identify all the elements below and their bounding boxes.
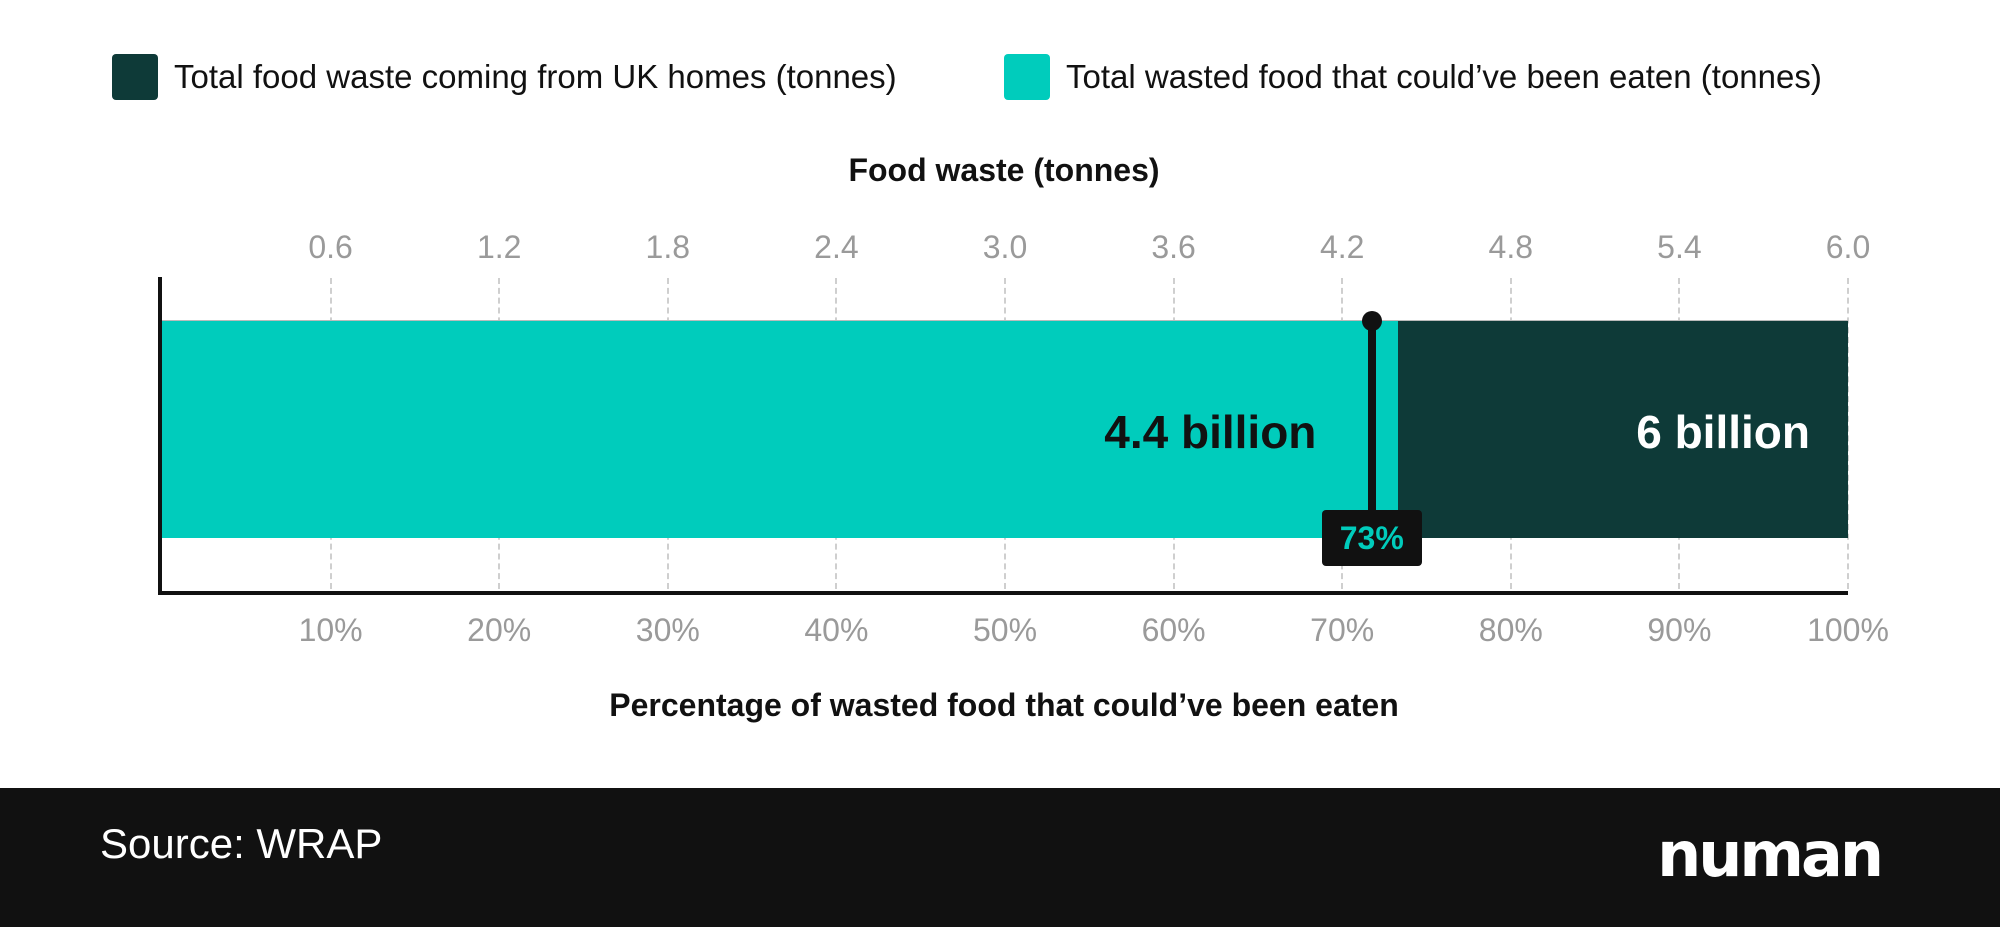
top-tick-label: 4.8: [1488, 229, 1534, 265]
bottom-tick-label: 10%: [298, 612, 363, 648]
bottom-tick-label: 20%: [467, 612, 532, 648]
top-tick-label: 1.2: [476, 229, 522, 265]
footer: Source: WRAP numan: [0, 788, 2000, 927]
bottom-tick-label: 30%: [635, 612, 700, 648]
x-axis-line: [158, 591, 1848, 595]
legend-item-total: Total food waste coming from UK homes (t…: [112, 54, 897, 100]
numan-logo: numan: [1657, 818, 1884, 891]
legend-swatch-teal: [1004, 54, 1050, 100]
bottom-tick-label: 80%: [1478, 612, 1543, 648]
marker-line: [1367, 320, 1376, 520]
y-axis-line: [158, 277, 162, 595]
bottom-tick-label: 90%: [1647, 612, 1712, 648]
legend-item-edible: Total wasted food that could’ve been eat…: [1004, 54, 1822, 100]
bottom-tick-label: 70%: [1310, 612, 1375, 648]
bottom-tick-label: 100%: [1807, 612, 1889, 648]
marker-dot: [1361, 311, 1382, 331]
top-tick-label: 6.0: [1825, 229, 1871, 265]
top-axis-title: Food waste (tonnes): [848, 152, 1160, 188]
data-label-edible: 4.4 billion: [1104, 406, 1317, 458]
bottom-tick-label: 50%: [972, 612, 1038, 648]
top-tick-label: 5.4: [1657, 229, 1702, 265]
data-label-total: 6 billion: [1636, 406, 1810, 458]
bar-edible: [162, 321, 1399, 538]
source-text: Source: WRAP: [100, 820, 383, 867]
bottom-tick-label: 40%: [804, 612, 869, 648]
legend-label: Total wasted food that could’ve been eat…: [1066, 58, 1822, 95]
top-tick-label: 4.2: [1319, 229, 1365, 265]
legend-swatch-dark: [112, 54, 158, 100]
top-tick-label: 3.6: [1151, 229, 1196, 265]
top-tick-label: 3.0: [982, 229, 1028, 265]
bar-outline: [162, 320, 1848, 321]
bottom-axis-title: Percentage of wasted food that could’ve …: [609, 687, 1399, 723]
top-tick-label: 1.8: [645, 229, 691, 265]
top-tick-label: 0.6: [308, 229, 353, 265]
top-tick-label: 2.4: [814, 229, 859, 265]
gridline: [1847, 278, 1849, 589]
bottom-tick-label: 60%: [1141, 612, 1206, 648]
annotation-label: 73%: [1321, 510, 1422, 566]
legend-label: Total food waste coming from UK homes (t…: [174, 58, 897, 95]
